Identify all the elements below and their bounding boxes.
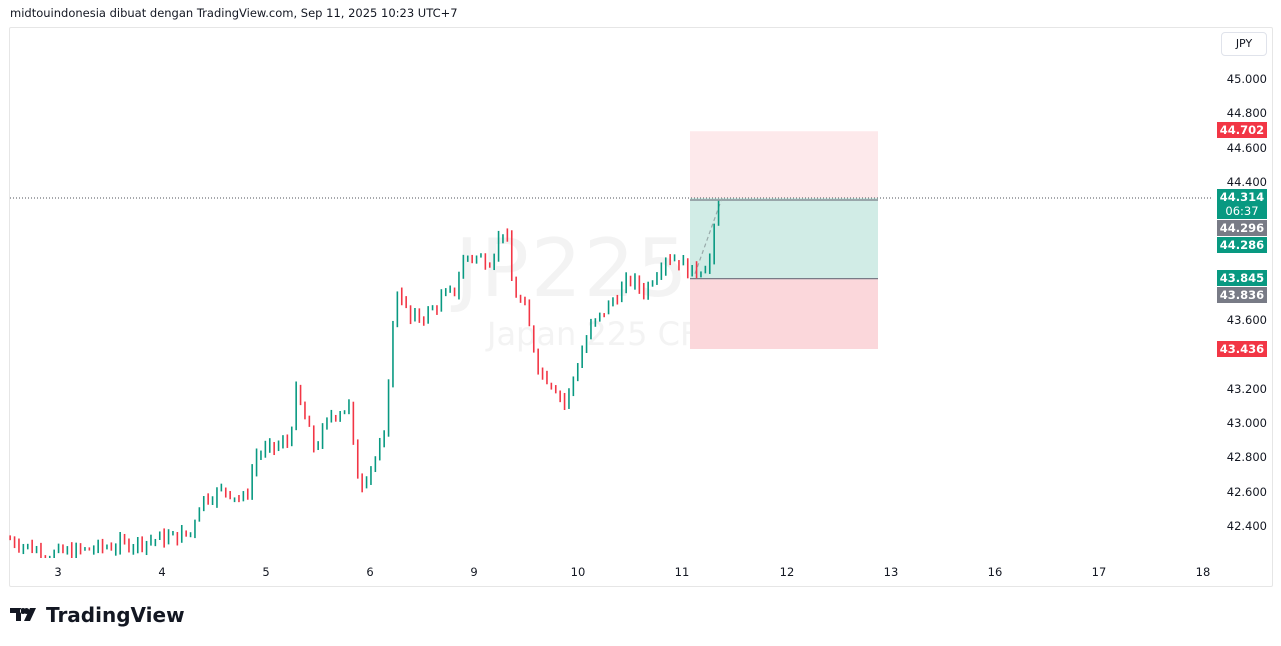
- last-price: 44.314: [1219, 190, 1265, 204]
- price-tag-target: 44.702: [1217, 122, 1267, 138]
- tradingview-logo[interactable]: TradingView: [10, 603, 185, 627]
- price-tick: 42.400: [1226, 519, 1267, 534]
- price-tag-entry: 43.845: [1217, 270, 1267, 286]
- price-tag-neutral: 43.836: [1217, 287, 1267, 303]
- price-tag-stop: 43.436: [1217, 341, 1267, 357]
- time-tick: 9: [470, 565, 478, 579]
- price-tick: 42.600: [1226, 484, 1267, 499]
- currency-button[interactable]: JPY: [1221, 32, 1267, 56]
- chart-attribution: midtouindonesia dibuat dengan TradingVie…: [10, 6, 458, 20]
- price-tick: 44.800: [1226, 106, 1267, 121]
- bar-countdown: 06:37: [1225, 204, 1259, 218]
- price-tick: 45.000: [1226, 72, 1267, 86]
- time-tick: 12: [779, 565, 795, 579]
- price-tick: 44.400: [1226, 175, 1267, 190]
- time-tick: 11: [674, 565, 690, 579]
- upper-target-zone: [690, 131, 878, 198]
- price-tick: 43.000: [1226, 416, 1267, 430]
- price-tag-neutral: 44.296: [1217, 220, 1267, 236]
- chart-frame: [9, 27, 1273, 587]
- time-tick: 5: [262, 565, 270, 579]
- time-tick: 4: [158, 565, 166, 579]
- time-tick: 16: [987, 565, 1003, 579]
- price-tick: 43.600: [1226, 312, 1267, 327]
- time-tick: 18: [1195, 565, 1211, 579]
- time-tick: 10: [570, 565, 586, 579]
- time-tick: 6: [366, 565, 374, 579]
- price-tick: 42.800: [1226, 450, 1267, 465]
- price-tag-up: 44.286: [1217, 237, 1267, 253]
- time-tick: 3: [54, 565, 62, 579]
- time-tick: 13: [883, 565, 899, 579]
- last-price-tag: 44.314 06:37: [1217, 189, 1267, 219]
- stop-loss-zone: [690, 278, 878, 350]
- trade-path-line: [694, 197, 723, 274]
- tradingview-logo-icon: [10, 608, 36, 621]
- profit-zone: [690, 197, 878, 279]
- price-tick: 44.600: [1226, 140, 1267, 155]
- price-tick: 43.200: [1226, 381, 1267, 396]
- time-tick: 17: [1091, 565, 1107, 579]
- description-watermark: Japan 225 CFD: [487, 315, 724, 353]
- logo-text: TradingView: [46, 603, 185, 627]
